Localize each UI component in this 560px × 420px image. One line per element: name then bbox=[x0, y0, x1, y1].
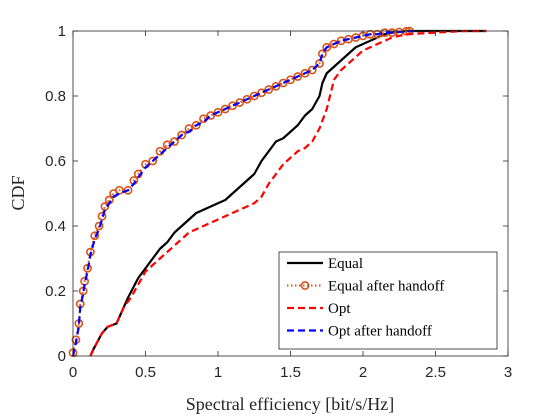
y-tick-label-4: 0.8 bbox=[45, 88, 66, 105]
series-marker-1-32 bbox=[242, 94, 252, 104]
series-marker-1-14 bbox=[115, 185, 124, 195]
legend-box bbox=[278, 251, 498, 350]
series-marker-1-40 bbox=[300, 68, 310, 78]
legend-label-0: Equal bbox=[328, 256, 363, 272]
y-tick-label-0: 0 bbox=[58, 348, 66, 365]
series-marker-1-37 bbox=[278, 78, 288, 88]
legend-items: Equal Equal after handoff Opt Opt after han… bbox=[287, 256, 444, 340]
series-marker-1-41 bbox=[307, 65, 317, 75]
series-marker-1-29 bbox=[220, 104, 230, 114]
x-tick-label-6: 3 bbox=[504, 364, 512, 381]
series-marker-1-39 bbox=[293, 72, 303, 81]
legend-marker-1 bbox=[300, 281, 310, 290]
legend: Equal Equal after handoff Opt Opt after han… bbox=[278, 251, 498, 350]
series-marker-1-15 bbox=[123, 185, 133, 195]
tick-label-layer: 0 0.5 1 1.5 2 2.5 3 0 0.2 0.4 0.6 0.8 1 bbox=[45, 23, 512, 381]
series-marker-1-34 bbox=[257, 88, 266, 98]
series-marker-1-44 bbox=[322, 42, 332, 52]
series-marker-1-8 bbox=[90, 231, 100, 241]
series-marker-1-19 bbox=[148, 156, 158, 166]
y-tick-label-1: 0.2 bbox=[45, 283, 66, 300]
series-marker-1-22 bbox=[170, 137, 179, 146]
legend-label-2: Opt bbox=[328, 301, 351, 317]
series-line-2 bbox=[89, 29, 487, 357]
x-axis-label: Spectral efficiency [bit/s/Hz] bbox=[186, 394, 395, 414]
series-marker-1-35 bbox=[264, 85, 274, 94]
y-axis-label: CDF bbox=[8, 175, 28, 210]
series-marker-1-33 bbox=[249, 91, 259, 101]
series-marker-1-9 bbox=[94, 221, 104, 231]
x-tick-label-3: 1.5 bbox=[280, 364, 301, 381]
series-marker-1-10 bbox=[97, 211, 107, 221]
x-tick-label-1: 0.5 bbox=[135, 364, 156, 381]
series-layer bbox=[68, 26, 487, 358]
axes-layer bbox=[72, 30, 509, 357]
series-marker-1-23 bbox=[177, 130, 187, 140]
y-tick-label-5: 1 bbox=[58, 23, 66, 40]
y-tick-label-2: 0.4 bbox=[45, 218, 66, 235]
series-marker-1-31 bbox=[235, 98, 245, 107]
x-tick-label-5: 2.5 bbox=[425, 364, 446, 381]
series-marker-1-38 bbox=[286, 75, 295, 85]
y-tick-label-3: 0.6 bbox=[45, 153, 66, 170]
x-tick-label-0: 0 bbox=[69, 364, 77, 381]
series-marker-1-45 bbox=[329, 39, 339, 49]
series-marker-1-28 bbox=[213, 107, 223, 117]
legend-label-1: Equal after handoff bbox=[328, 279, 444, 295]
series-marker-1-36 bbox=[271, 81, 281, 91]
series-marker-1-25 bbox=[191, 120, 201, 130]
series-line-0 bbox=[89, 29, 487, 357]
x-tick-label-4: 2 bbox=[359, 364, 367, 381]
series-marker-1-6 bbox=[83, 263, 92, 273]
x-tick-label-2: 1 bbox=[214, 364, 222, 381]
series-marker-1-27 bbox=[206, 111, 216, 120]
series-marker-1-30 bbox=[228, 101, 237, 111]
series-line-3 bbox=[71, 29, 414, 357]
legend-label-3: Opt after handoff bbox=[328, 324, 432, 340]
